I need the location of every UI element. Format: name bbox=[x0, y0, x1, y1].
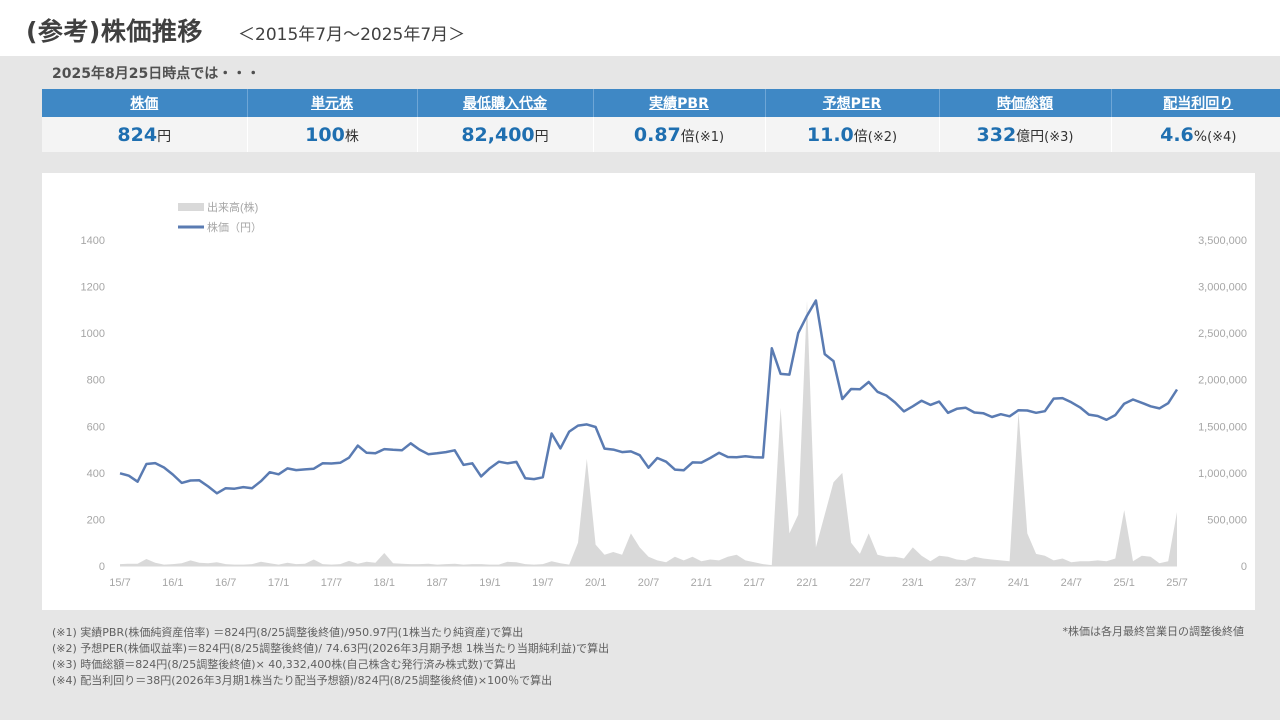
price-basis-note: *株価は各月最終営業日の調整後終値 bbox=[1062, 625, 1245, 638]
x-tick-label: 15/7 bbox=[109, 577, 130, 589]
metric-value: 332 bbox=[976, 123, 1017, 146]
metric-unit: % bbox=[1193, 128, 1208, 145]
y-left-tick-label: 1400 bbox=[81, 235, 105, 247]
x-tick-label: 22/7 bbox=[849, 577, 870, 589]
y-left-tick-label: 1200 bbox=[81, 282, 105, 294]
metric-header-dividend-yield[interactable]: 配当利回り bbox=[1110, 89, 1280, 117]
x-tick-label: 25/1 bbox=[1113, 577, 1134, 589]
x-tick-label: 25/7 bbox=[1166, 577, 1187, 589]
x-tick-label: 17/1 bbox=[268, 577, 289, 589]
chart-svg: 0 200 400 600 800 1000 1200 1400 0 500,000 1,000,0… bbox=[81, 200, 1247, 589]
legend-swatch-volume bbox=[178, 203, 204, 211]
x-tick-label: 21/1 bbox=[691, 577, 712, 589]
x-tick-label: 19/1 bbox=[479, 577, 500, 589]
metric-header-market-cap[interactable]: 時価総額 bbox=[938, 89, 1111, 117]
y-right-tick-label: 500,000 bbox=[1207, 514, 1247, 526]
metric-cell-per: 11.0倍(※2) bbox=[764, 117, 939, 152]
x-tick-label: 18/7 bbox=[426, 577, 447, 589]
metric-header-min-purchase[interactable]: 最低購入代金 bbox=[416, 89, 593, 117]
y-left-tick-label: 200 bbox=[87, 514, 105, 526]
footnotes: (※1) 実績PBR(株価純資産倍率) ＝824円(8/25調整後終値)/950… bbox=[52, 625, 609, 689]
metric-unit: 倍 bbox=[853, 128, 868, 145]
metric-value: 11.0 bbox=[806, 123, 854, 146]
metric-unit: 円 bbox=[534, 128, 549, 145]
y-right-tick-label: 1,000,000 bbox=[1198, 468, 1247, 480]
page-title: (参考)株価推移 bbox=[26, 17, 203, 46]
metric-cell-unit-shares: 100株 bbox=[246, 117, 417, 152]
footnote-4: (※4) 配当利回り＝38円(2026年3月期1株当たり配当予想額)/824円(… bbox=[52, 674, 553, 687]
y-right-tick-label: 3,000,000 bbox=[1198, 282, 1247, 294]
metric-unit: 株 bbox=[344, 128, 359, 145]
y-right-tick-label: 3,500,000 bbox=[1198, 235, 1247, 247]
x-tick-label: 16/1 bbox=[162, 577, 183, 589]
metric-header-price[interactable]: 株価 bbox=[42, 89, 247, 117]
metric-cell-pbr: 0.87倍(※1) bbox=[592, 117, 765, 152]
y-right-tick-label: 1,500,000 bbox=[1198, 421, 1247, 433]
y-left-tick-label: 800 bbox=[87, 375, 105, 387]
metric-cell-market-cap: 332億円(※3) bbox=[938, 117, 1111, 152]
metric-unit: 億円 bbox=[1016, 128, 1045, 145]
metric-footnote-ref: (※2) bbox=[867, 129, 898, 145]
metric-header-unit-shares[interactable]: 単元株 bbox=[246, 89, 417, 117]
footnote-2: (※2) 予想PER(株価収益率)＝824円(8/25調整後終値)/ 74.63… bbox=[52, 642, 610, 655]
x-tick-label: 23/7 bbox=[955, 577, 976, 589]
metrics-header-row: 株価 単元株 最低購入代金 実績PBR 予想PER 時価総額 配当利回り bbox=[42, 89, 1280, 117]
metric-header-pbr[interactable]: 実績PBR bbox=[592, 89, 765, 117]
x-tick-label: 24/7 bbox=[1061, 577, 1082, 589]
metric-value: 824 bbox=[117, 123, 158, 146]
footnote-3: (※3) 時価総額＝824円(8/25調整後終値)× 40,332,400株(自… bbox=[52, 658, 516, 671]
stock-metrics-table: 株価 単元株 最低購入代金 実績PBR 予想PER 時価総額 配当利回り 824… bbox=[42, 89, 1280, 152]
metric-cell-price: 824円 bbox=[42, 117, 247, 152]
period-subtitle: ＜2015年7月～2025年7月＞ bbox=[238, 25, 466, 45]
y-left-tick-label: 400 bbox=[87, 468, 105, 480]
x-tick-label: 24/1 bbox=[1008, 577, 1029, 589]
x-tick-label: 23/1 bbox=[902, 577, 923, 589]
y-right-tick-label: 2,000,000 bbox=[1198, 375, 1247, 387]
metric-value: 100 bbox=[305, 123, 345, 146]
legend-label-price: 株価（円） bbox=[207, 220, 262, 234]
metrics-value-row: 824円 100株 82,400円 0.87倍(※1) 11.0倍(※2) 33… bbox=[42, 117, 1280, 152]
metric-unit: 倍 bbox=[680, 128, 695, 145]
x-tick-label: 17/7 bbox=[321, 577, 342, 589]
x-tick-label: 19/7 bbox=[532, 577, 553, 589]
metric-value: 4.6 bbox=[1160, 123, 1194, 146]
x-tick-label: 20/1 bbox=[585, 577, 606, 589]
title-bar bbox=[0, 0, 1280, 56]
y-right-tick-label: 2,500,000 bbox=[1198, 328, 1247, 340]
x-tick-label: 21/7 bbox=[743, 577, 764, 589]
y-left-tick-label: 0 bbox=[99, 561, 105, 573]
y-left-tick-label: 1000 bbox=[81, 328, 105, 340]
x-tick-label: 20/7 bbox=[638, 577, 659, 589]
metric-footnote-ref: (※1) bbox=[694, 129, 725, 145]
metric-cell-min-purchase: 82,400円 bbox=[416, 117, 593, 152]
stock-price-chart: 0 200 400 600 800 1000 1200 1400 0 500,000 1,000,0… bbox=[42, 173, 1255, 610]
x-tick-label: 16/7 bbox=[215, 577, 236, 589]
volume-area-series bbox=[120, 300, 1177, 566]
metric-cell-dividend-yield: 4.6%(※4) bbox=[1110, 117, 1280, 152]
metric-unit: 円 bbox=[157, 128, 172, 145]
price-line-series bbox=[119, 299, 1179, 495]
legend-label-volume: 出来高(株) bbox=[207, 200, 258, 214]
metric-value: 0.87 bbox=[633, 123, 681, 146]
metric-footnote-ref: (※3) bbox=[1044, 129, 1074, 145]
y-left-tick-label: 600 bbox=[87, 421, 105, 433]
as-of-date-label: 2025年8月25日時点では・・・ bbox=[52, 66, 261, 82]
metric-footnote-ref: (※4) bbox=[1207, 129, 1237, 145]
x-tick-label: 22/1 bbox=[796, 577, 817, 589]
metric-header-per[interactable]: 予想PER bbox=[764, 89, 939, 117]
metric-value: 82,400 bbox=[461, 123, 535, 146]
y-right-tick-label: 0 bbox=[1241, 561, 1247, 573]
x-tick-label: 18/1 bbox=[374, 577, 395, 589]
footnote-1: (※1) 実績PBR(株価純資産倍率) ＝824円(8/25調整後終値)/950… bbox=[52, 626, 524, 639]
